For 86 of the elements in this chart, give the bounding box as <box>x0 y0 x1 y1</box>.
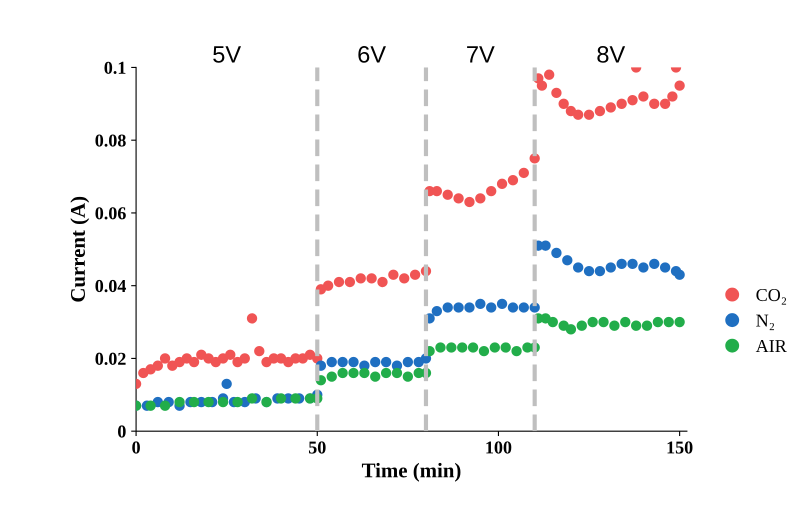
point <box>160 400 170 411</box>
point <box>435 342 446 353</box>
point <box>486 302 496 313</box>
point <box>359 368 370 378</box>
point <box>649 258 660 270</box>
point <box>540 240 551 251</box>
point <box>573 262 584 273</box>
point <box>326 356 337 368</box>
y-tick-label: 0.04 <box>95 280 126 292</box>
point <box>402 371 414 382</box>
point <box>188 396 200 408</box>
point <box>203 396 214 408</box>
point <box>620 316 630 328</box>
point <box>442 302 453 313</box>
point <box>576 320 587 331</box>
point <box>218 396 228 408</box>
point <box>518 302 529 313</box>
point <box>370 371 380 382</box>
point <box>609 320 620 331</box>
point <box>674 316 685 328</box>
x-tick-label: 100 <box>486 441 512 454</box>
y-tick-label: 0.08 <box>95 134 126 147</box>
point <box>674 270 685 280</box>
point <box>664 316 674 328</box>
point <box>566 324 576 334</box>
point <box>222 378 232 390</box>
point <box>562 255 572 266</box>
legend-label: CO₂ <box>756 288 786 305</box>
point <box>464 302 475 313</box>
point <box>478 346 490 356</box>
point <box>457 342 468 353</box>
point <box>348 368 359 378</box>
point <box>326 371 337 382</box>
point <box>551 248 562 258</box>
point <box>446 342 456 353</box>
point <box>584 266 594 276</box>
x-tick-label: 0 <box>132 441 140 454</box>
point <box>652 316 664 328</box>
x-tick-label: 50 <box>308 441 326 454</box>
point <box>638 262 649 273</box>
point <box>511 346 522 356</box>
point <box>627 258 638 270</box>
y-tick-label: 0.02 <box>95 352 126 365</box>
point <box>380 356 392 368</box>
point <box>370 356 380 368</box>
legend-label: N₂ <box>756 314 774 330</box>
point <box>290 393 301 404</box>
point <box>337 368 348 378</box>
y-axis-title: Current (A) <box>70 196 90 302</box>
point <box>337 356 348 368</box>
point <box>453 302 464 313</box>
point <box>145 400 156 411</box>
point <box>475 298 486 310</box>
point <box>468 342 478 353</box>
point <box>631 320 642 331</box>
point <box>380 368 392 378</box>
point <box>174 396 185 408</box>
point <box>276 393 286 404</box>
point <box>588 316 598 328</box>
point <box>490 342 500 353</box>
point <box>642 320 652 331</box>
y-tick-label: 0 <box>118 425 126 438</box>
point <box>402 356 414 368</box>
point <box>246 393 258 404</box>
point <box>232 396 243 408</box>
point <box>348 356 359 368</box>
point <box>432 306 442 316</box>
text: 7V <box>467 46 495 63</box>
point <box>500 342 511 353</box>
text: 8V <box>597 46 626 63</box>
point <box>616 258 627 270</box>
y-tick-label: 0.06 <box>95 207 126 220</box>
point <box>508 302 518 313</box>
legend-label: AIR <box>756 340 787 352</box>
point <box>598 316 609 328</box>
y-tick-label: 0.1 <box>104 62 126 74</box>
point <box>548 316 558 328</box>
x-tick-label: 150 <box>668 441 692 454</box>
point <box>594 266 606 276</box>
x-axis-title: Time (min) <box>362 462 460 482</box>
text: 6V <box>358 46 386 63</box>
point <box>606 262 616 273</box>
text: 5V <box>213 46 242 63</box>
point <box>496 298 508 310</box>
point <box>660 262 670 273</box>
point <box>392 368 402 378</box>
